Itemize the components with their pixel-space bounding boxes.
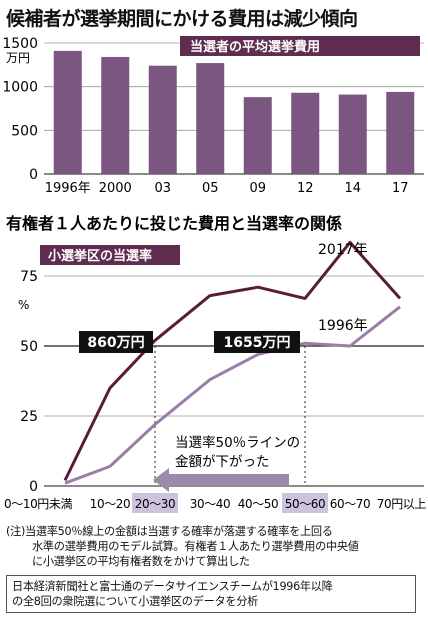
arrow-label-line2: 金額が下がった: [175, 454, 270, 470]
main-title: 候補者が選挙期間にかける費用は減少傾向: [6, 8, 358, 30]
bar-y-tick-label: 500: [11, 123, 38, 139]
line-x-label: 20～30: [135, 497, 176, 511]
line-chart: 有権者１人あたりに投じた費用と当選率の関係 小選挙区の当選率 % 0 25 50 75…: [4, 214, 427, 513]
bar: [196, 63, 225, 174]
line-chart-x-labels: 0～10円未満 10～20 20～30 30～40 40～50 50～60 60～70 70円…: [4, 497, 427, 511]
line-y-tick-label: 50: [20, 339, 38, 355]
line-series: [63, 240, 402, 485]
arrow-left-icon: [153, 468, 169, 492]
line-unit-label: %: [18, 298, 29, 312]
series-line: [63, 240, 402, 482]
line-y-tick-label: 75: [20, 269, 38, 285]
line-chart-y-ticks: 0 25 50 75: [20, 269, 38, 495]
arrow-shaft: [167, 474, 289, 486]
bar: [53, 50, 82, 174]
bar-x-label: 05: [202, 181, 219, 196]
source-box: 日本経済新聞社と富士通のデータサイエンスチームが1996年以降 の全8回の衆院選…: [6, 575, 416, 613]
line-x-label: 0～10円未満: [4, 497, 73, 511]
bar: [338, 94, 367, 174]
bar-legend-box: [180, 36, 420, 56]
bar-x-label: 09: [249, 181, 266, 196]
bar: [148, 65, 177, 174]
line-x-label: 50～60: [285, 497, 326, 511]
bar-x-label: 17: [392, 181, 409, 196]
bar-x-label: 12: [297, 181, 314, 196]
bar-x-label: 14: [344, 181, 361, 196]
line-x-label: 60～70: [330, 497, 371, 511]
arrow-label-line1: 当選率50％ラインの: [175, 434, 300, 451]
bar-chart-y-ticks: 0 500 1000 1500: [2, 36, 38, 183]
highlighted-x-label-bg: [132, 493, 178, 513]
bar-y-tick-label: 1500: [2, 36, 38, 52]
bar-y-tick-label: 0: [29, 167, 38, 183]
threshold-annotations: 860万円 1655万円: [79, 331, 300, 353]
bar-x-label: 2000: [99, 181, 132, 196]
decrease-arrow-annotation: 当選率50％ラインの 金額が下がった: [153, 434, 300, 492]
line-x-label: 10～20: [90, 497, 131, 511]
line-chart-title: 有権者１人あたりに投じた費用と当選率の関係: [6, 214, 342, 233]
footnote-line-1: (注)当選率50％線上の金額は当選する確率が落選する確率を上回る: [6, 525, 333, 538]
bar: [386, 91, 415, 174]
bar-y-tick-label: 1000: [2, 80, 38, 96]
threshold-label: 860万円: [87, 335, 144, 351]
line-legend-box: [40, 245, 180, 265]
source-line-2: の全8回の衆院選について小選挙区のデータを分析: [12, 595, 259, 608]
bar: [243, 97, 272, 174]
threshold-label-box: [79, 331, 153, 353]
bar-x-label: 03: [154, 181, 171, 196]
footnote-line-3: に小選挙区の平均有権者数をかけて算出した: [32, 555, 250, 568]
bar: [291, 92, 320, 174]
line-x-label: 40～50: [238, 497, 279, 511]
bar-chart-x-labels: 1996年 2000 03 05 09 12 14 17: [45, 181, 409, 196]
line-y-tick-label: 0: [29, 479, 38, 495]
bar-chart-gridlines: [44, 42, 424, 175]
footnote: (注)当選率50％線上の金額は当選する確率が落選する確率を上回る 水準の選挙費用…: [6, 524, 424, 569]
bar-chart: 0 500 1000 1500 万円 当選者の平均選挙費用 1996年 2000 03 05…: [2, 36, 424, 196]
bar-series: [53, 50, 415, 175]
line-chart-x-highlights: [132, 493, 328, 513]
source-line-1: 日本経済新聞社と富士通のデータサイエンスチームが1996年以降: [12, 580, 333, 593]
line-x-label: 30～40: [190, 497, 231, 511]
series-line: [64, 305, 401, 485]
threshold-label-box: [214, 331, 300, 353]
line-y-tick-label: 25: [20, 409, 38, 425]
bar-x-label: 1996年: [45, 181, 91, 196]
threshold-label: 1655万円: [224, 335, 291, 351]
bar-unit-label: 万円: [6, 51, 30, 65]
highlighted-x-label-bg: [282, 493, 328, 513]
bar-legend-label: 当選者の平均選挙費用: [190, 39, 320, 55]
line-legend-label: 小選挙区の当選率: [48, 248, 152, 264]
line-x-label: 70円以上: [377, 497, 427, 511]
bar: [101, 56, 130, 175]
footnote-line-2: 水準の選挙費用のモデル試算。有権者１人あたり選挙費用の中央値: [32, 540, 359, 553]
series-label-1996: 1996年: [318, 318, 368, 334]
series-labels: 2017年 1996年: [318, 242, 368, 334]
series-label-2017: 2017年: [318, 242, 368, 258]
threshold-dashed-lines: [154, 346, 306, 486]
